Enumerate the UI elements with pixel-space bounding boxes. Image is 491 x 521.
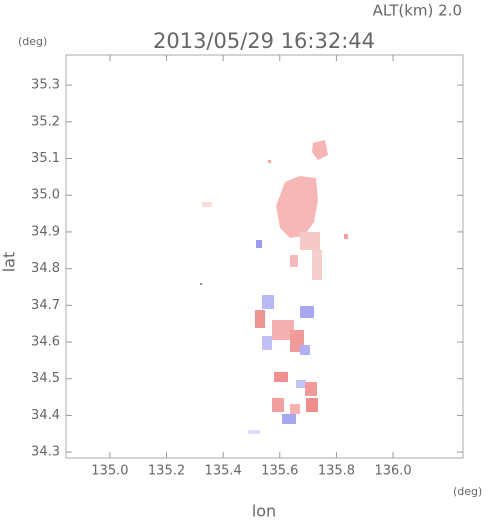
x-tick-label: 136.0 bbox=[374, 464, 411, 479]
plot-frame bbox=[65, 54, 464, 459]
y-tick-label: 35.2 bbox=[31, 114, 60, 129]
x-tick-label: 135.2 bbox=[148, 464, 185, 479]
x-tick-label: 135.6 bbox=[261, 464, 298, 479]
x-axis-label: lon bbox=[252, 502, 276, 521]
y-tick-label: 34.9 bbox=[31, 224, 60, 239]
y-tick-label: 34.5 bbox=[31, 371, 60, 386]
chart-title: 2013/05/29 16:32:44 bbox=[153, 29, 375, 53]
y-tick-label: 34.3 bbox=[31, 445, 60, 460]
y-axis-label: lat bbox=[0, 252, 19, 273]
x-unit: (deg) bbox=[453, 485, 482, 498]
y-unit: (deg) bbox=[18, 35, 47, 48]
y-tick-label: 35.3 bbox=[31, 78, 60, 93]
x-tick-label: 135.8 bbox=[318, 464, 355, 479]
y-tick-label: 34.8 bbox=[31, 261, 60, 276]
altitude-label: ALT(km) 2.0 bbox=[373, 2, 462, 20]
y-tick-label: 34.4 bbox=[31, 408, 60, 423]
y-tick-label: 35.0 bbox=[31, 188, 60, 203]
echo-field bbox=[200, 140, 348, 434]
y-tick-label: 34.6 bbox=[31, 335, 60, 350]
x-tick-label: 135.4 bbox=[205, 464, 242, 479]
x-tick-label: 135.0 bbox=[91, 464, 128, 479]
y-tick-label: 35.1 bbox=[31, 151, 60, 166]
y-tick-label: 34.7 bbox=[31, 298, 60, 313]
